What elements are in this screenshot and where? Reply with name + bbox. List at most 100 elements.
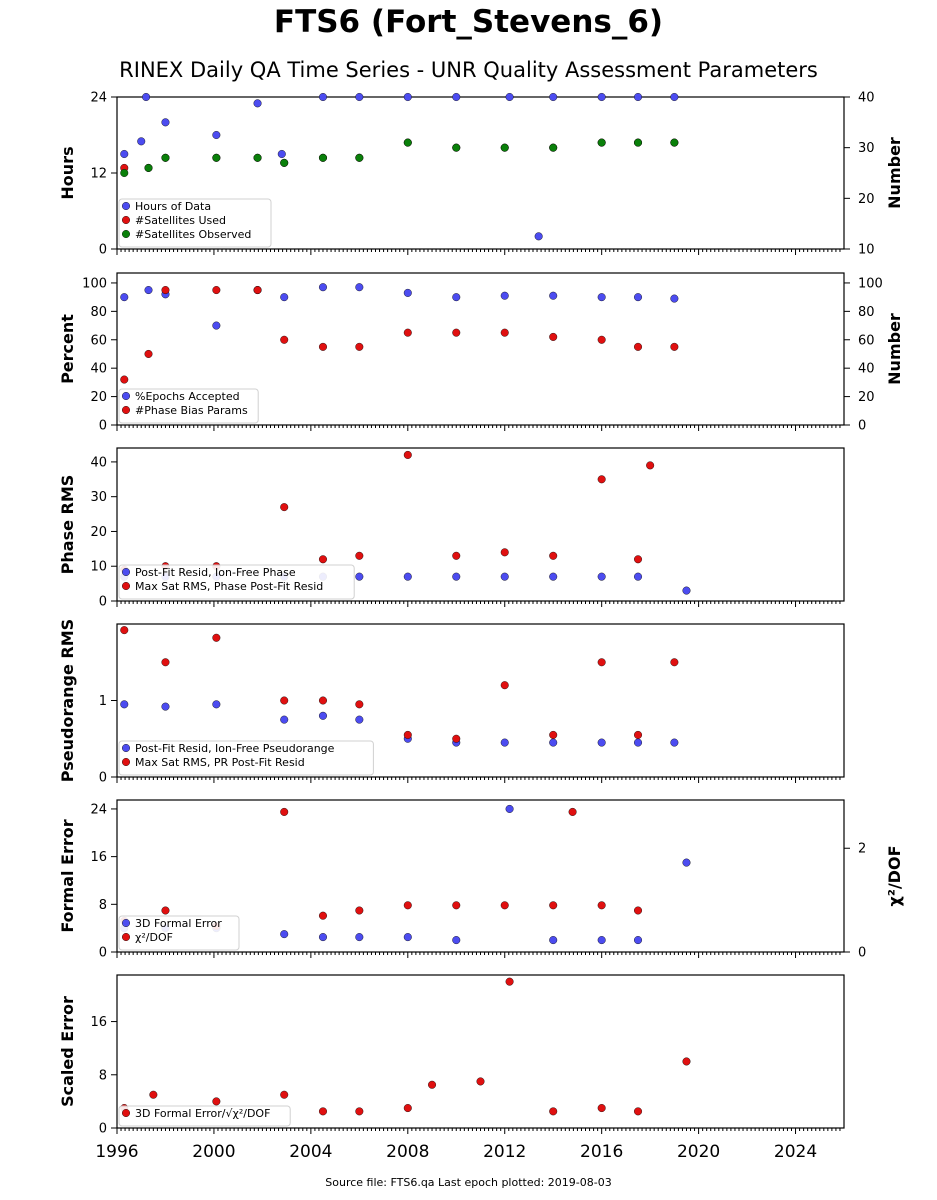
data-point [149,1090,158,1099]
data-point [161,118,170,127]
legend-label: Post-Fit Resid, Ion-Free Pseudorange [135,742,335,755]
y-axis-label: Hours [58,146,77,199]
data-point [318,933,327,942]
data-point [280,696,289,705]
data-point [549,901,558,910]
data-point [634,1107,643,1116]
y-tick-label: 0 [99,419,107,434]
y-right-axis-label: χ²/DOF [885,846,904,907]
data-point [597,475,606,484]
y-right-tick-label: 30 [858,141,875,156]
y-tick-label: 20 [90,525,107,540]
data-point [280,503,289,512]
data-point [212,700,221,709]
y-right-tick-label: 40 [858,91,875,106]
y-tick-label: 60 [90,333,107,348]
data-point [403,1104,412,1113]
data-point [403,328,412,337]
y-right-tick-label: 10 [858,243,875,258]
data-point [549,572,558,581]
y-right-tick-label: 100 [858,276,883,291]
data-point [634,738,643,747]
data-point [403,730,412,739]
data-point [161,906,170,915]
data-point [355,906,364,915]
y-right-tick-label: 0 [858,946,866,961]
y-axis-label: Formal Error [58,819,77,932]
data-point [212,153,221,162]
data-point [597,92,606,101]
data-point [120,626,129,635]
x-tick-label: 2000 [192,1142,235,1162]
y-tick-label: 0 [99,946,107,961]
data-point [120,375,129,384]
data-point [318,711,327,720]
y-tick-label: 16 [90,850,107,865]
data-point [634,730,643,739]
source-footer: Source file: FTS6.qa Last epoch plotted:… [325,1176,612,1189]
data-point [318,153,327,162]
data-point [212,321,221,330]
data-point [597,138,606,147]
data-point [452,551,461,560]
data-point [403,138,412,147]
data-point [355,92,364,101]
legend-box [118,915,240,951]
data-point [549,291,558,300]
data-point [161,286,170,295]
y-tick-label: 10 [90,560,107,575]
y-right-tick-label: 40 [858,362,875,377]
y-right-tick-label: 20 [858,192,875,207]
legend-marker [121,229,130,238]
data-point [634,92,643,101]
legend-marker [121,919,130,928]
data-point [597,936,606,945]
x-tick-label: 1996 [95,1142,138,1162]
y-tick-label: 1 [99,694,107,709]
data-point [549,1107,558,1116]
data-point [597,335,606,344]
legend-marker [121,744,130,753]
data-point [403,92,412,101]
data-point [144,349,153,358]
data-point [355,551,364,560]
data-point [452,936,461,945]
data-point [500,328,509,337]
legend-marker [121,406,130,415]
data-point [355,715,364,724]
data-point [355,1107,364,1116]
legend-marker [121,758,130,767]
legend-label: Hours of Data [135,200,211,213]
data-point [549,143,558,152]
legend-box [118,740,374,776]
data-point [212,286,221,295]
y-right-tick-label: 0 [858,419,866,434]
data-point [355,342,364,351]
y-axis-label: Phase RMS [58,475,77,575]
y-right-tick-label: 60 [858,333,875,348]
data-point [280,1090,289,1099]
data-point [212,130,221,139]
data-point [500,572,509,581]
legend-label: Max Sat RMS, PR Post-Fit Resid [135,756,305,769]
data-point [142,92,151,101]
y-tick-label: 40 [90,362,107,377]
figure-subtitle: RINEX Daily QA Time Series - UNR Quality… [119,58,818,82]
data-point [500,681,509,690]
data-point [161,658,170,667]
x-tick-label: 2012 [483,1142,526,1162]
legend-marker [121,392,130,401]
legend-marker [121,568,130,577]
panel-frame [116,974,845,1129]
legend-label: %Epochs Accepted [135,390,240,403]
data-point [634,906,643,915]
y-tick-label: 8 [99,1068,107,1083]
y-tick-label: 0 [99,771,107,786]
data-point [549,332,558,341]
data-point [500,901,509,910]
data-point [500,291,509,300]
figure-title: FTS6 (Fort_Stevens_6) [273,4,664,40]
data-point [120,700,129,709]
data-point [318,342,327,351]
data-point [318,911,327,920]
